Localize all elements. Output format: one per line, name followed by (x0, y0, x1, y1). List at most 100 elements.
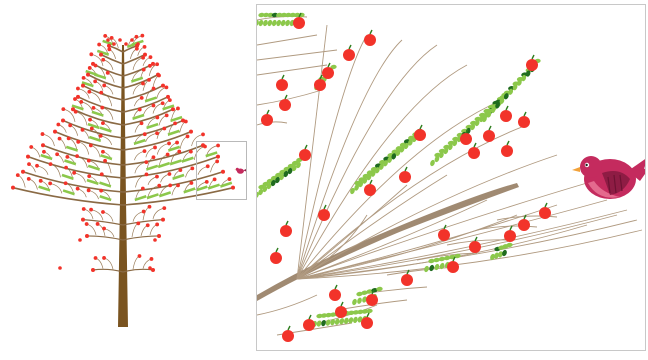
apple (314, 79, 326, 91)
apple (176, 183, 180, 188)
branch (92, 268, 124, 273)
leaf-cluster (205, 151, 218, 158)
branch (296, 199, 488, 280)
apple (118, 38, 122, 42)
leaf (429, 264, 435, 272)
leaf (470, 120, 477, 126)
apple (66, 136, 71, 141)
apple (109, 36, 114, 40)
leaf-cluster (158, 191, 172, 198)
apple (89, 52, 94, 57)
leaf (452, 136, 459, 142)
apple (276, 79, 288, 91)
branch (296, 64, 468, 280)
apple (130, 38, 134, 42)
leaf (521, 74, 527, 82)
apple-stem (369, 179, 373, 185)
leaf (525, 70, 531, 77)
apple (299, 149, 311, 161)
apple (75, 186, 80, 191)
leaf (428, 258, 435, 264)
apple (137, 107, 142, 112)
leaf (330, 319, 336, 326)
apple (168, 183, 173, 188)
twig (132, 255, 140, 270)
branch (12, 186, 124, 206)
apple (151, 61, 155, 66)
apple (279, 99, 291, 111)
apple (98, 133, 103, 138)
leaf (356, 291, 363, 297)
apple (164, 113, 169, 118)
apple (55, 152, 60, 157)
apple (87, 66, 92, 70)
branch (122, 84, 164, 101)
apple (401, 274, 413, 286)
leaf (424, 265, 429, 273)
leaf-cluster (170, 115, 183, 123)
branch (296, 219, 638, 280)
apple (137, 254, 142, 258)
apple (469, 241, 481, 253)
leaf-cluster (172, 173, 185, 180)
apple-stem (452, 256, 456, 262)
apple (91, 61, 95, 66)
apple (107, 47, 112, 52)
apple-stem (473, 142, 477, 148)
apple (364, 184, 376, 196)
apple-stem (371, 289, 375, 295)
apple (162, 206, 167, 211)
leaf-cluster (86, 178, 99, 186)
apple (160, 101, 165, 106)
leaf (263, 19, 268, 27)
apple (539, 207, 551, 219)
apple-stem (266, 109, 270, 115)
branch (296, 24, 328, 280)
leaf (452, 139, 458, 147)
branch (257, 89, 323, 106)
apple (81, 83, 85, 88)
leaf (267, 19, 273, 27)
twig (179, 136, 188, 149)
branch (296, 154, 558, 280)
leaf-cluster (81, 81, 94, 88)
apple (41, 143, 45, 148)
branch (54, 130, 124, 151)
apple (526, 59, 538, 71)
branch (122, 186, 234, 206)
apple (61, 107, 66, 112)
apple (142, 44, 147, 49)
tree-overview (0, 0, 250, 356)
apple (88, 117, 92, 122)
leaf-cluster (157, 161, 171, 169)
apple (15, 173, 20, 178)
branch (296, 174, 448, 280)
zoom-branches (257, 15, 643, 336)
leaf (517, 79, 522, 86)
leaf (354, 184, 359, 191)
leaf-cluster (162, 104, 175, 111)
zoom-viewport-rectangle[interactable] (196, 141, 247, 200)
apple (155, 131, 159, 136)
apple (171, 107, 175, 112)
apple (167, 172, 172, 176)
branch (296, 44, 438, 280)
branch (296, 99, 503, 280)
apple (101, 149, 105, 154)
twig (145, 132, 158, 142)
twig (149, 224, 158, 236)
leaf-cluster (38, 185, 51, 192)
twig (90, 145, 101, 158)
apple (134, 34, 139, 39)
leaf (270, 179, 276, 187)
apple-stem (298, 12, 302, 18)
leaf-cluster (40, 153, 53, 161)
leaf (353, 316, 358, 324)
leaf (316, 313, 323, 319)
apple (86, 188, 91, 193)
leaf (454, 253, 461, 259)
apple (89, 126, 94, 131)
apple (87, 89, 92, 94)
leaf (499, 97, 505, 104)
leaf (478, 112, 486, 118)
